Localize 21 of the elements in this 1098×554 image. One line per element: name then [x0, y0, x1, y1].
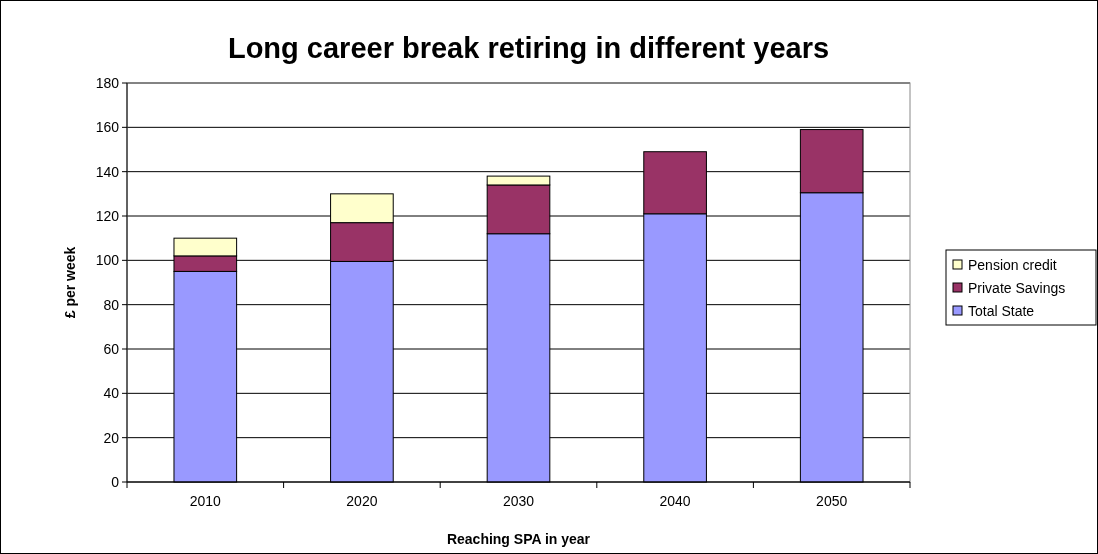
y-tick-label: 40	[103, 385, 120, 402]
y-tick-label: 0	[111, 473, 120, 490]
x-tick-label: 2010	[189, 493, 222, 509]
y-tick-label: 140	[95, 163, 120, 180]
y-axis-title: £ per week	[62, 246, 78, 319]
y-tick-label: 180	[95, 74, 120, 91]
x-axis-title: Reaching SPA in year	[446, 531, 591, 547]
y-tick-label: 60	[103, 340, 120, 357]
y-tick-label: 160	[95, 119, 120, 136]
legend-label: Total State	[968, 302, 1035, 319]
y-tick-label: 100	[95, 252, 120, 269]
x-tick-label: 2020	[346, 493, 378, 509]
x-tick-label: 2050	[816, 493, 848, 509]
legend-label: Private Savings	[968, 279, 1066, 296]
legend-label: Pension credit	[968, 256, 1057, 273]
chart-title: Long career break retiring in different years	[227, 32, 830, 64]
y-tick-label: 80	[103, 296, 120, 313]
x-tick-label: 2040	[659, 493, 691, 509]
y-tick-label: 120	[95, 207, 120, 224]
x-tick-label: 2030	[502, 493, 535, 509]
y-tick-label: 20	[103, 429, 120, 446]
